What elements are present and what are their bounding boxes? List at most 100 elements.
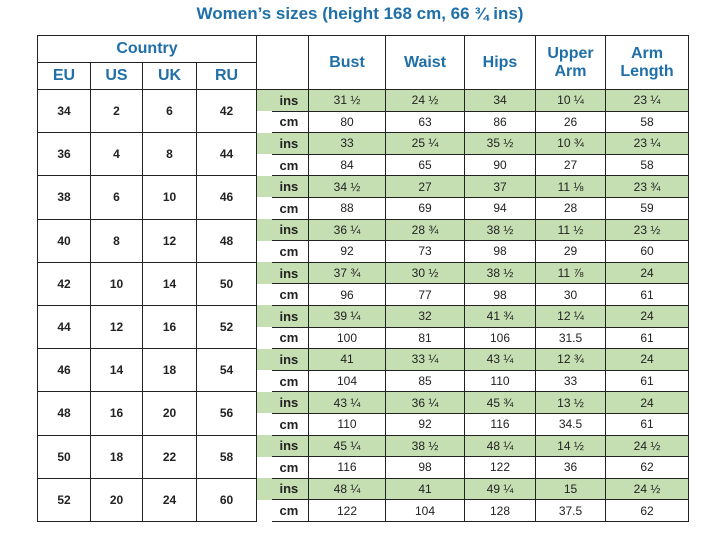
size-ru: 58 — [196, 434, 257, 479]
cm-value: 62 — [605, 499, 689, 522]
unit-label: cm — [271, 196, 309, 220]
country-header: Country — [37, 35, 257, 63]
size-us: 6 — [90, 175, 143, 220]
cm-value: 58 — [605, 110, 689, 134]
ins-value: 48 ¼ — [464, 434, 536, 458]
ins-value: 24 ½ — [605, 434, 689, 458]
ins-value: 24 — [605, 391, 689, 414]
ins-value: 14 ½ — [535, 434, 606, 458]
cm-value: 100 — [308, 326, 386, 350]
cm-value: 73 — [385, 240, 465, 263]
size-uk: 14 — [142, 261, 197, 306]
cm-value: 28 — [535, 196, 606, 220]
unit-label: cm — [271, 412, 309, 436]
size-uk: 12 — [142, 218, 197, 263]
cm-value: 122 — [464, 456, 536, 479]
unit-label: ins — [271, 218, 309, 242]
cm-value: 94 — [464, 196, 536, 220]
unit-label: ins — [271, 434, 309, 458]
cm-value: 30 — [535, 283, 606, 306]
size-table: Country Bust Waist Hips Upper Arm Arm Le… — [37, 35, 689, 522]
ins-value: 34 — [464, 89, 536, 112]
unit-label: cm — [271, 153, 309, 177]
size-uk: 24 — [142, 477, 197, 522]
ins-value: 45 ¼ — [308, 434, 386, 458]
cm-value: 65 — [385, 153, 465, 177]
cm-value: 92 — [308, 240, 386, 263]
size-eu: 34 — [37, 88, 91, 134]
ins-value: 41 — [308, 348, 386, 371]
size-us: 20 — [90, 477, 143, 522]
table-row-cm: cm 88 69 94 28 59 — [38, 196, 689, 220]
unit-label: ins — [271, 175, 309, 198]
ins-value: 15 — [535, 477, 606, 501]
cm-value: 85 — [385, 369, 465, 393]
ins-value: 32 — [385, 304, 465, 328]
size-eu: 40 — [37, 218, 91, 263]
ins-value: 45 ¾ — [464, 391, 536, 414]
size-ru: 44 — [196, 132, 257, 177]
ins-value: 33 ¼ — [385, 348, 465, 371]
eu-header: EU — [37, 62, 91, 90]
ins-value: 37 — [464, 175, 536, 198]
ins-value: 33 — [308, 132, 386, 155]
cm-value: 27 — [535, 153, 606, 177]
table-row-cm: cm 80 63 86 26 58 — [38, 110, 689, 134]
table-row-cm: cm 100 81 106 31.5 61 — [38, 326, 689, 350]
ins-value: 10 ¾ — [535, 132, 606, 155]
table-row-ins: 36 4 8 44 ins 33 25 ¼ 35 ½ 10 ¾ 23 ¼ — [37, 132, 689, 177]
size-ru: 42 — [196, 88, 257, 134]
unit-label: cm — [271, 326, 309, 350]
cm-value: 31.5 — [535, 326, 606, 350]
ins-value: 25 ¼ — [385, 132, 465, 155]
ins-value: 11 ⅞ — [535, 261, 606, 285]
table-row-ins: 50 18 22 58 ins 45 ¼ 38 ½ 48 ¼ 14 ½ 24 ½ — [37, 434, 689, 479]
table-row-cm: cm 104 85 110 33 61 — [38, 369, 689, 393]
unit-label: ins — [271, 391, 309, 414]
table-row-ins: 38 6 10 46 ins 34 ½ 27 37 11 ⅛ 23 ¾ — [37, 175, 689, 220]
cm-value: 98 — [464, 240, 536, 263]
ins-value: 38 ½ — [464, 218, 536, 242]
unit-label: cm — [271, 110, 309, 134]
unit-label: ins — [271, 348, 309, 371]
ins-value: 27 — [385, 175, 465, 198]
cm-value: 110 — [308, 412, 386, 436]
size-eu: 42 — [37, 261, 91, 306]
cm-value: 90 — [464, 153, 536, 177]
ins-value: 23 ¼ — [605, 132, 689, 155]
ins-value: 49 ¼ — [464, 477, 536, 501]
cm-value: 29 — [535, 240, 606, 263]
arm-length-header: Arm Length — [605, 35, 689, 90]
size-uk: 20 — [142, 391, 197, 436]
cm-value: 116 — [308, 456, 386, 479]
page-title: Women’s sizes (height 168 cm, 66 ¾ ins) — [196, 4, 524, 23]
size-ru: 56 — [196, 391, 257, 436]
ins-value: 43 ¼ — [308, 391, 386, 414]
us-header: US — [90, 62, 143, 90]
ins-value: 48 ¼ — [308, 477, 386, 501]
unit-label: ins — [271, 89, 309, 112]
ins-value: 41 ¾ — [464, 304, 536, 328]
ins-value: 12 ¾ — [535, 348, 606, 371]
size-uk: 22 — [142, 434, 197, 479]
ins-value: 31 ½ — [308, 89, 386, 112]
size-eu: 38 — [37, 175, 91, 220]
size-uk: 6 — [142, 88, 197, 134]
table-row-ins: 48 16 20 56 ins 43 ¼ 36 ¼ 45 ¾ 13 ½ 24 — [37, 391, 689, 436]
cm-value: 116 — [464, 412, 536, 436]
unit-label: cm — [271, 499, 309, 522]
ins-value: 36 ¼ — [308, 218, 386, 242]
cm-value: 33 — [535, 369, 606, 393]
waist-header: Waist — [385, 35, 465, 90]
ins-value: 41 — [385, 477, 465, 501]
ins-value: 12 ¼ — [535, 304, 606, 328]
ins-value: 43 ¼ — [464, 348, 536, 371]
cm-value: 110 — [464, 369, 536, 393]
cm-value: 61 — [605, 283, 689, 306]
cm-value: 106 — [464, 326, 536, 350]
size-us: 14 — [90, 348, 143, 393]
unit-label: cm — [271, 240, 309, 263]
size-eu: 50 — [37, 434, 91, 479]
ins-value: 39 ¼ — [308, 304, 386, 328]
ins-value: 10 ¼ — [535, 89, 606, 112]
